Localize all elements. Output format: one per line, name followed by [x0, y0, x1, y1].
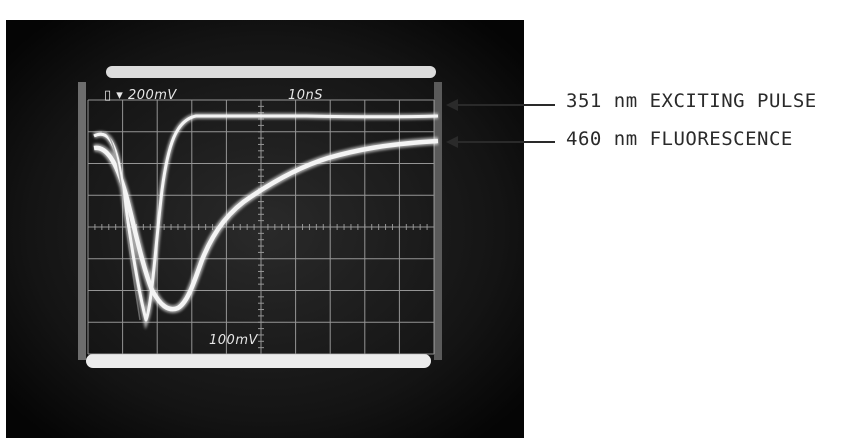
- timebase-label: 10nS: [288, 88, 324, 103]
- channel-2-scale-label: 100mV: [209, 333, 258, 348]
- top-bezel-glare: [106, 66, 436, 78]
- exciting-pulse-trace: [93, 114, 439, 322]
- bottom-bezel-glare: [86, 354, 431, 368]
- oscilloscope-photo: ▯ ▾ 200mV 10nS 100mV: [6, 20, 524, 438]
- fluorescence-trace: [93, 138, 439, 312]
- ghost-trace: [101, 131, 141, 321]
- oscilloscope-screen: [6, 20, 524, 438]
- fluorescence-annotation: 460 nm FLUORESCENCE: [566, 128, 793, 150]
- exciting-pulse-annotation: 351 nm EXCITING PULSE: [566, 90, 817, 112]
- arrow-head-pulse-icon: [446, 99, 458, 111]
- channel-1-scale-label: ▯ ▾ 200mV: [104, 88, 177, 103]
- arrow-head-fluorescence-icon: [446, 136, 458, 148]
- right-bezel-edge: [434, 82, 442, 360]
- left-bezel-edge: [78, 82, 86, 360]
